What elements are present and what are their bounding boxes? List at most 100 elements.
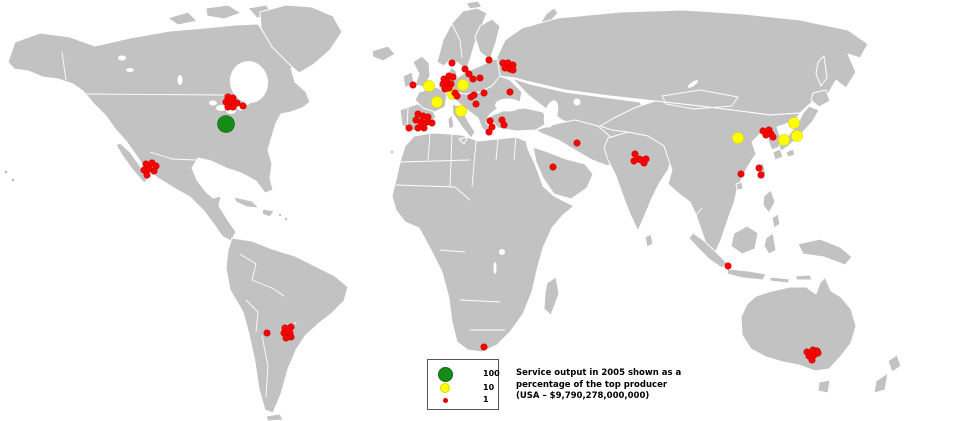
map-marker-1 [461,65,469,73]
map-marker-1 [428,119,436,127]
country-borders [61,23,739,399]
map-marker-10 [732,132,744,144]
map-marker-10 [457,79,469,91]
map-marker-1 [814,349,822,357]
land-kyushu [772,148,784,161]
land-philippines [762,189,776,214]
black-sea [495,98,521,112]
hudson-bay [229,61,269,103]
map-marker-1 [263,329,271,337]
land-china-se-asia [599,100,801,259]
land-new-zealand-north [887,354,902,373]
map-marker-1 [445,84,453,92]
island-speck [284,217,288,221]
legend-item-label: 10 [483,383,495,392]
legend-dot-cell [428,383,462,393]
map-marker-1 [476,74,484,82]
map-marker-1 [724,262,732,270]
map-marker-1 [808,356,816,364]
map-marker-1 [506,88,514,96]
map-marker-1 [500,121,508,129]
legend-dot-cell [428,366,462,382]
map-marker-1 [470,91,478,99]
legend-description-line: (USA – $9,790,278,000,000) [516,391,650,401]
land-balkans-ukraine [451,75,523,135]
land-arabia [532,146,594,200]
land-russia [496,9,869,116]
legend-marker-100-icon [437,366,453,382]
land-greenland [259,4,343,74]
land-java [726,268,767,281]
land-new-guinea [797,238,853,266]
legend-description: Service output in 2005 shown as a percent… [516,368,686,403]
map-marker-1 [630,157,638,165]
land-tasmania [817,379,831,394]
map-marker-10 [423,80,435,92]
aral-sea [573,98,581,106]
land-india [603,131,673,232]
map-marker-1 [472,100,480,108]
map-marker-1 [549,163,557,171]
land-cuba [233,196,260,209]
map-marker-1 [449,73,457,81]
legend-item: 1 [428,393,498,407]
land-baja [115,142,149,184]
island-speck [278,213,282,217]
land-tierra-del-fuego [265,413,284,421]
land-sardinia [447,114,455,130]
map-marker-1 [405,124,413,132]
legend-description-line: Service output in 2005 shown as a [516,368,682,378]
land-hokkaido [810,89,831,108]
map-marker-1 [414,124,422,132]
map-marker-1 [486,117,494,125]
legend-marker-10-icon [440,383,450,393]
legend-description-line: percentage of the top producer [516,379,668,390]
map-marker-1 [239,102,247,110]
legend-item-label: 100 [483,369,500,378]
map-marker-1 [143,171,151,179]
lake-baikal [687,80,699,88]
map-marker-1 [287,323,295,331]
island-speck [390,150,394,154]
map-marker-10 [791,130,803,142]
map-marker-1 [573,139,581,147]
map-marker-1 [757,171,765,179]
land-sulawesi [763,232,777,255]
land-sumatra [688,232,728,269]
legend-dot-cell [428,397,462,403]
map-marker-1 [642,155,650,163]
legend-marker-1-icon [442,397,448,403]
map-marker-1 [453,92,461,100]
lake-tanganyika [493,262,497,274]
map-marker-10 [778,134,790,146]
land-new-zealand-south [873,372,889,394]
legend-item-label: 1 [483,395,489,404]
map-marker-1 [420,124,428,132]
land-north-america [7,23,311,242]
land-iceland [371,45,396,62]
legend-item: 100 [428,366,500,382]
land-svalbard [465,0,483,10]
land-australia [740,276,857,372]
lake-victoria [499,249,505,255]
land-lesser-sunda [794,274,813,281]
island-speck [11,178,15,182]
map-marker-1 [755,164,763,172]
map-marker-1 [448,59,456,67]
island-speck [4,170,8,174]
map-marker-1 [737,170,745,178]
map-marker-1 [150,167,158,175]
map-marker-1 [485,56,493,64]
land-borneo [730,225,759,255]
map-marker-1 [631,150,639,158]
legend-box: 100 10 1 [427,359,500,410]
land-philippines-south [771,213,781,229]
caspian-sea [543,100,559,128]
land-hainan [735,181,744,191]
land-arctic-island [205,4,242,20]
map-marker-1 [485,128,493,136]
land-africa [391,132,575,353]
great-lake [216,105,226,111]
